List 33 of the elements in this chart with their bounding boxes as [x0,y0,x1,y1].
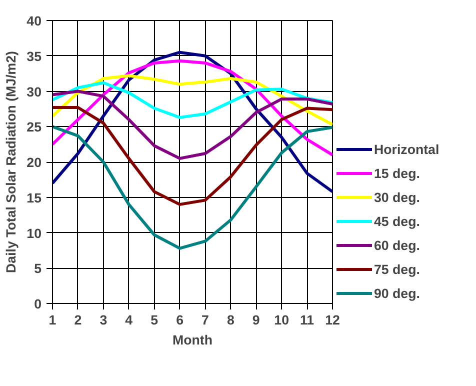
x-tick-label: 11 [300,312,315,328]
x-tick-label: 6 [176,312,184,328]
x-tick-label: 7 [202,312,209,328]
x-axis-title: Month [172,332,212,348]
y-tick-label: 20 [26,155,42,170]
line-series [52,125,332,250]
line-series [52,90,332,160]
y-tick-label: 35 [26,48,42,64]
x-tick-label: 4 [125,312,134,328]
y-tick-label: 25 [26,120,42,135]
legend-label: Horizontal [374,142,440,156]
legend-label: 45 deg. [374,214,421,228]
x-tick-label: 1 [48,312,57,328]
legend-label: 90 deg. [374,286,421,300]
y-tick-label: 30 [26,84,42,100]
x-tick-label: 5 [150,312,159,328]
y-tick-label: 40 [26,14,42,28]
legend-label: 75 deg. [374,262,421,276]
x-tick-label: 8 [226,312,234,328]
y-tick-label: 0 [34,296,42,312]
y-tick-label: 5 [34,261,42,276]
y-tick-label: 15 [26,190,42,206]
legend-label: 15 deg. [374,166,421,180]
x-tick-label: 12 [325,312,340,328]
x-tick-label: 2 [74,312,82,328]
y-axis-title: Daily Total Solar Radiation (MJ/m2) [4,51,19,273]
x-tick-label: 9 [252,312,260,328]
y-tick-label: 10 [26,226,42,241]
line-series [52,106,332,206]
legend-label: 30 deg. [374,190,421,204]
x-tick-label: 3 [100,312,108,328]
legend-label: 60 deg. [374,238,421,252]
x-tick-label: 10 [274,312,290,328]
